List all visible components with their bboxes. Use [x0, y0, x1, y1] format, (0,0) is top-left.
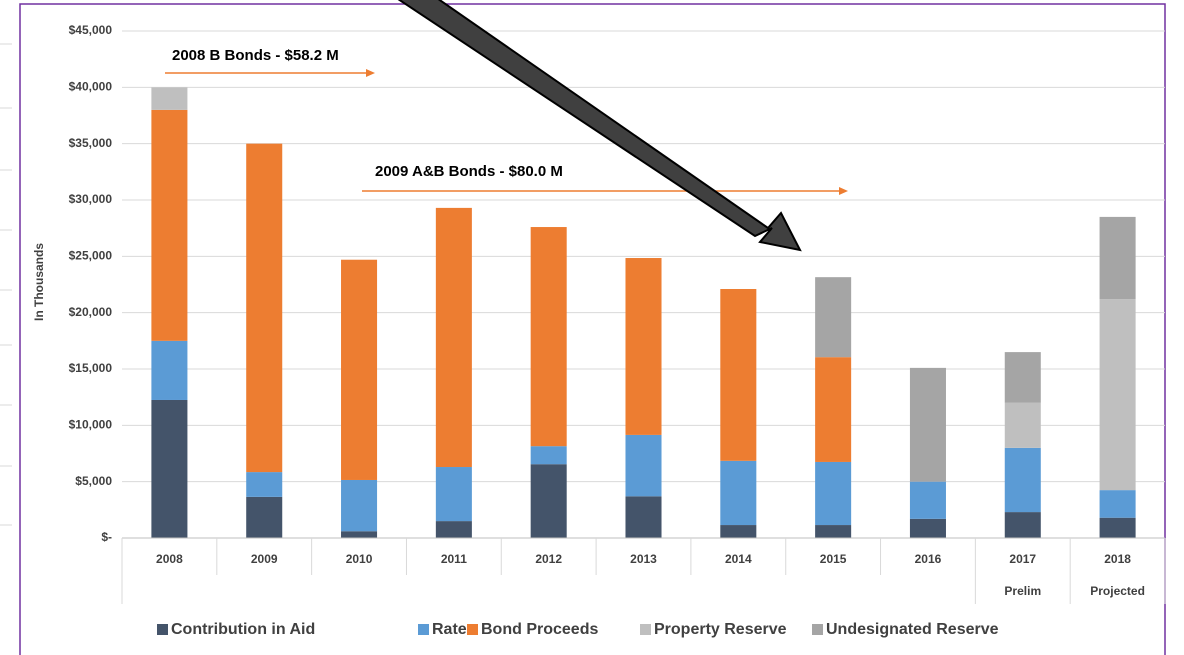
bar-segment	[815, 357, 852, 462]
legend-label: Property Reserve	[654, 621, 787, 638]
x-tick-label: 2008	[156, 552, 183, 566]
bar-segment	[151, 109, 188, 341]
legend-label: Undesignated Reserve	[826, 621, 999, 638]
x-tick-label: 2012	[535, 552, 562, 566]
x-tick-label: 2014	[725, 552, 752, 566]
bar-segment	[1004, 352, 1041, 403]
bar-segment	[341, 479, 378, 532]
legend-item: Property Reserve	[640, 621, 787, 638]
bar-segment	[1099, 517, 1136, 538]
bar-segment	[815, 461, 852, 526]
bar-segment	[625, 434, 662, 497]
bar-segment	[1099, 216, 1136, 300]
bar-segment	[720, 525, 757, 538]
bar-segment	[530, 446, 567, 465]
legend-swatch	[157, 624, 168, 635]
x-tick-label: 2010	[346, 552, 373, 566]
bar-segment	[530, 227, 567, 447]
x-tick-label: 2016	[915, 552, 942, 566]
y-tick-label: $40,000	[69, 80, 113, 94]
legend-item: Contribution in Aid	[157, 621, 315, 638]
y-tick-label: $30,000	[69, 192, 113, 206]
bar-segment	[1004, 447, 1041, 513]
bar-segment	[720, 289, 757, 461]
y-tick-label: $10,000	[69, 418, 113, 432]
annotation-text: 2009 A&B Bonds - $80.0 M	[375, 163, 563, 180]
bar-segment	[625, 496, 662, 538]
x-tick-label: 2015	[820, 552, 847, 566]
bar-segment	[1004, 402, 1041, 448]
bar-segment	[909, 367, 946, 482]
bar-segment	[246, 472, 283, 497]
legend-swatch	[467, 624, 478, 635]
annotation-text: 2008 B Bonds - $58.2 M	[172, 47, 339, 64]
legend-item: Rates	[418, 621, 476, 638]
legend-swatch	[640, 624, 651, 635]
bar-segment	[909, 518, 946, 538]
x-tick-label: 2017	[1009, 552, 1036, 566]
bar-segment	[246, 496, 283, 538]
bar-segment	[246, 143, 283, 473]
x-tick-label: 2011	[441, 552, 467, 566]
bar-segment	[435, 521, 472, 538]
bar-segment	[151, 399, 188, 538]
bar-segment	[815, 277, 852, 358]
legend-swatch	[418, 624, 429, 635]
y-tick-label: $-	[101, 530, 112, 544]
bar-segment	[435, 467, 472, 522]
y-tick-label: $20,000	[69, 305, 113, 319]
bar-segment	[151, 340, 188, 400]
legend-label: Rates	[432, 621, 476, 638]
y-tick-label: $25,000	[69, 249, 113, 263]
bar-segment	[815, 525, 852, 538]
bar-segment	[625, 258, 662, 435]
bar-segment	[435, 207, 472, 468]
annotation-2: 2009 A&B Bonds - $80.0 M	[362, 163, 848, 195]
pointer-arrow	[397, 0, 802, 252]
legend-label: Bond Proceeds	[481, 621, 598, 638]
x-sublabel: Prelim	[1004, 584, 1041, 598]
x-tick-label: 2018	[1104, 552, 1131, 566]
x-tick-label: 2009	[251, 552, 278, 566]
legend-label: Contribution in Aid	[171, 621, 315, 638]
left-edge	[0, 43, 12, 526]
bar-segment	[720, 460, 757, 526]
frame	[19, 3, 1166, 655]
y-tick-label: $35,000	[69, 136, 113, 150]
bar-segment	[1099, 299, 1136, 491]
bar-segment	[1099, 490, 1136, 518]
bar-segment	[909, 481, 946, 519]
bar-segment	[341, 259, 378, 480]
bar-segment	[1004, 512, 1041, 538]
x-tick-label: 2013	[630, 552, 657, 566]
y-tick-label: $15,000	[69, 361, 113, 375]
legend-item: Bond Proceeds	[467, 621, 598, 638]
x-sublabel: Projected	[1090, 584, 1145, 598]
bar-segment	[530, 464, 567, 538]
bar-segment	[341, 531, 378, 538]
legend-item: Undesignated Reserve	[812, 621, 999, 638]
y-axis-label: In Thousands	[32, 243, 46, 321]
legend-swatch	[812, 624, 823, 635]
annotation-1: 2008 B Bonds - $58.2 M	[165, 47, 375, 77]
bar-segment	[151, 87, 188, 110]
y-tick-label: $5,000	[75, 474, 112, 488]
y-tick-label: $45,000	[69, 23, 113, 37]
